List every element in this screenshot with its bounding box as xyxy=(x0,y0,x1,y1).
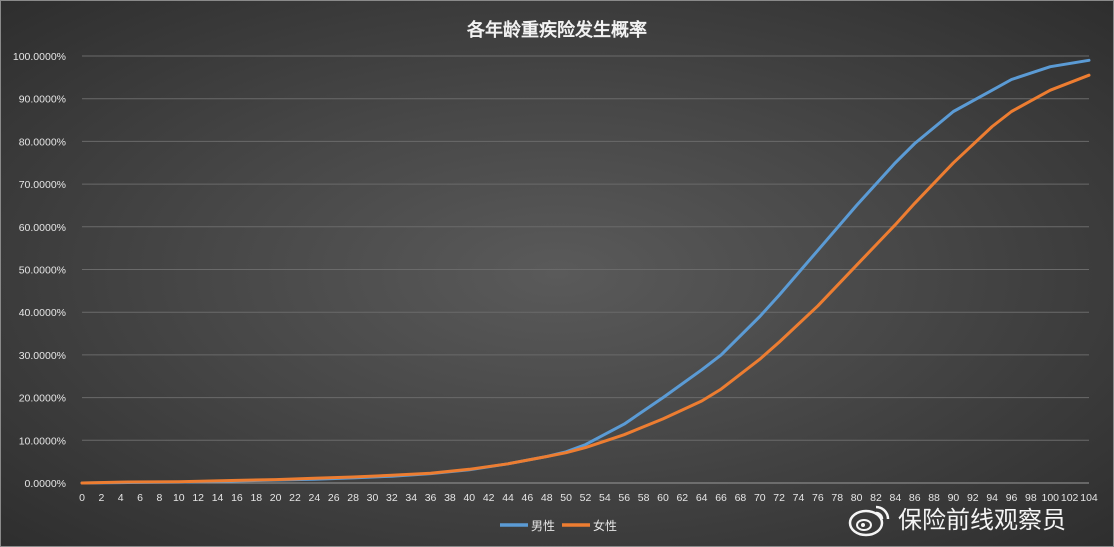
x-tick-label: 40 xyxy=(463,492,475,504)
x-tick-label: 58 xyxy=(638,492,650,504)
x-tick-label: 100 xyxy=(1042,492,1060,504)
x-tick-label: 92 xyxy=(967,492,979,504)
x-tick-label: 56 xyxy=(618,492,630,504)
x-tick-label: 102 xyxy=(1061,492,1079,504)
x-tick-label: 8 xyxy=(157,492,163,504)
y-axis-ticks: 0.0000% 10.0000% 20.0000% 30.0000% 40.0000% 5… xyxy=(13,51,66,490)
x-tick-label: 86 xyxy=(909,492,921,504)
y-tick-label: 0.0000% xyxy=(25,478,66,490)
x-tick-label: 26 xyxy=(328,492,340,504)
x-tick-label: 34 xyxy=(405,492,417,504)
x-tick-label: 18 xyxy=(250,492,262,504)
x-tick-label: 52 xyxy=(580,492,592,504)
series-line-male xyxy=(80,58,1091,485)
x-tick-label: 0 xyxy=(79,492,85,504)
x-tick-label: 6 xyxy=(137,492,143,504)
legend: 男性 女性 xyxy=(500,518,617,533)
x-tick-label: 46 xyxy=(522,492,534,504)
x-tick-label: 74 xyxy=(793,492,805,504)
x-axis-ticks: 0 2 4 6 8 10 12 14 16 18 20 22 24 26 28 30 32 34 36 38 40 42 4… xyxy=(79,492,1098,504)
x-tick-label: 66 xyxy=(715,492,727,504)
watermark-text: 保险前线观察员 xyxy=(898,506,1066,534)
y-tick-label: 50.0000% xyxy=(19,265,66,277)
x-tick-label: 54 xyxy=(599,492,611,504)
x-tick-label: 38 xyxy=(444,492,456,504)
y-tick-label: 30.0000% xyxy=(19,350,66,362)
x-tick-label: 32 xyxy=(386,492,398,504)
watermark: 保险前线观察员 xyxy=(848,505,1066,537)
y-tick-label: 20.0000% xyxy=(19,393,66,405)
x-tick-label: 94 xyxy=(986,492,998,504)
series-lines xyxy=(80,58,1091,485)
x-tick-label: 64 xyxy=(696,492,708,504)
x-tick-label: 10 xyxy=(173,492,185,504)
x-tick-label: 30 xyxy=(367,492,379,504)
series-line-female xyxy=(80,73,1091,485)
x-tick-label: 68 xyxy=(735,492,747,504)
legend-label-female: 女性 xyxy=(593,518,617,533)
y-tick-label: 40.0000% xyxy=(19,307,66,319)
x-tick-label: 24 xyxy=(309,492,321,504)
weibo-icon xyxy=(848,505,890,537)
x-tick-label: 14 xyxy=(212,492,224,504)
x-tick-label: 88 xyxy=(928,492,940,504)
x-tick-label: 42 xyxy=(483,492,495,504)
x-tick-label: 84 xyxy=(890,492,902,504)
x-tick-label: 90 xyxy=(948,492,960,504)
x-tick-label: 2 xyxy=(98,492,104,504)
x-tick-label: 62 xyxy=(676,492,688,504)
x-tick-label: 80 xyxy=(851,492,863,504)
x-tick-label: 98 xyxy=(1025,492,1037,504)
y-tick-label: 80.0000% xyxy=(19,136,66,148)
y-tick-label: 100.0000% xyxy=(13,51,66,63)
gridlines xyxy=(82,55,1089,484)
x-tick-label: 70 xyxy=(754,492,766,504)
x-tick-label: 4 xyxy=(118,492,124,504)
chart-title: 各年龄重疾险发生概率 xyxy=(466,19,647,41)
x-tick-label: 60 xyxy=(657,492,669,504)
x-tick-label: 96 xyxy=(1006,492,1018,504)
x-tick-label: 104 xyxy=(1080,492,1098,504)
y-tick-label: 90.0000% xyxy=(19,94,66,106)
y-tick-label: 60.0000% xyxy=(19,222,66,234)
x-tick-label: 82 xyxy=(870,492,882,504)
x-tick-label: 48 xyxy=(541,492,553,504)
x-tick-label: 20 xyxy=(270,492,282,504)
y-tick-label: 70.0000% xyxy=(19,179,66,191)
x-tick-label: 44 xyxy=(502,492,514,504)
x-tick-label: 36 xyxy=(425,492,437,504)
x-tick-label: 28 xyxy=(347,492,359,504)
x-tick-label: 72 xyxy=(773,492,785,504)
x-tick-label: 50 xyxy=(560,492,572,504)
x-tick-label: 22 xyxy=(289,492,301,504)
legend-label-male: 男性 xyxy=(531,519,555,533)
x-tick-label: 78 xyxy=(831,492,843,504)
x-tick-label: 12 xyxy=(192,492,204,504)
x-tick-label: 16 xyxy=(231,492,243,504)
y-tick-label: 10.0000% xyxy=(19,435,66,447)
x-tick-label: 76 xyxy=(812,492,824,504)
